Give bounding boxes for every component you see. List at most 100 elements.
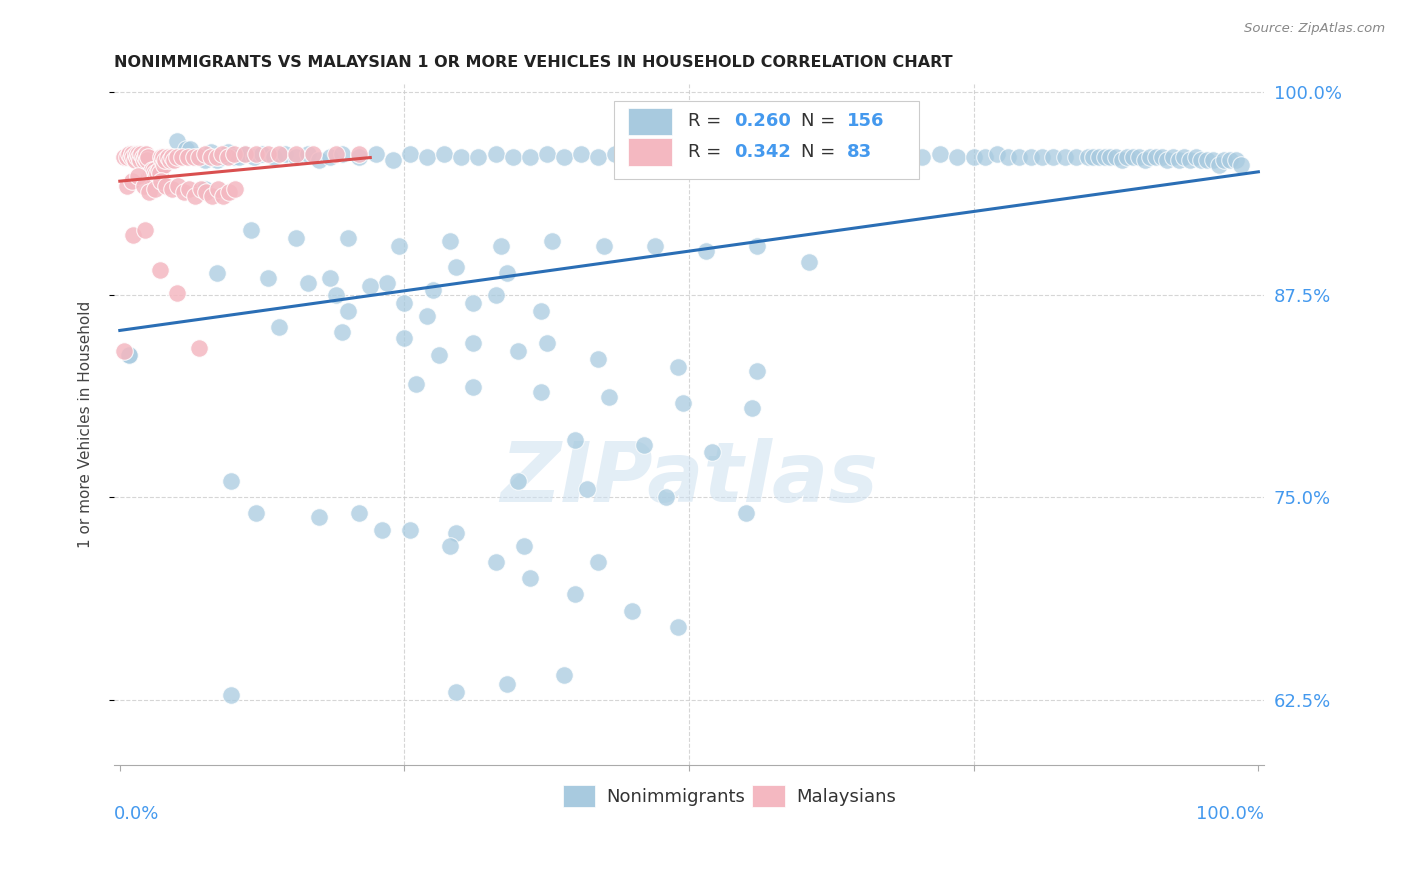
Point <box>347 507 370 521</box>
Text: 0.0%: 0.0% <box>114 805 159 823</box>
Point <box>138 186 160 200</box>
Point <box>211 150 233 164</box>
Point <box>163 153 186 167</box>
Point <box>586 150 609 164</box>
Point <box>422 283 444 297</box>
Point <box>689 146 711 161</box>
Point <box>747 239 769 253</box>
Point <box>269 320 291 334</box>
Bar <box>752 785 785 806</box>
Bar <box>562 785 595 806</box>
Point <box>118 347 141 361</box>
Y-axis label: 1 or more Vehicles in Household: 1 or more Vehicles in Household <box>79 301 93 548</box>
Point <box>184 188 207 202</box>
Point <box>825 150 848 164</box>
Point <box>553 668 575 682</box>
Point <box>155 153 177 167</box>
Point <box>700 444 723 458</box>
Point <box>638 146 661 161</box>
Point <box>489 239 512 253</box>
Point <box>364 146 387 161</box>
Text: 100.0%: 100.0% <box>1197 805 1264 823</box>
Point <box>1053 150 1076 164</box>
Point <box>1208 158 1230 172</box>
Point <box>1077 150 1099 164</box>
Point <box>1008 150 1031 164</box>
Point <box>603 146 626 161</box>
Point <box>166 134 188 148</box>
Point <box>695 244 717 258</box>
Point <box>243 150 266 164</box>
Point <box>142 169 165 184</box>
Point <box>127 146 149 161</box>
Point <box>644 239 666 253</box>
Point <box>792 150 814 164</box>
Text: 156: 156 <box>846 112 884 130</box>
Point <box>1161 150 1184 164</box>
Point <box>444 260 467 274</box>
Point <box>143 166 166 180</box>
Point <box>1019 150 1042 164</box>
Point <box>741 150 763 164</box>
Point <box>124 153 146 167</box>
Point <box>877 150 900 164</box>
Point <box>433 146 456 161</box>
Point <box>747 364 769 378</box>
Point <box>536 146 558 161</box>
Point <box>530 384 553 399</box>
Point <box>173 186 195 200</box>
Point <box>1116 150 1139 164</box>
Point <box>274 146 297 161</box>
Point <box>205 150 228 164</box>
Point <box>586 352 609 367</box>
Point <box>122 227 145 242</box>
Point <box>245 507 267 521</box>
Point <box>1230 158 1253 172</box>
Point <box>190 182 212 196</box>
Text: N =: N = <box>800 143 841 161</box>
Point <box>513 539 536 553</box>
Point <box>222 146 245 161</box>
Point <box>125 150 148 164</box>
Point <box>427 347 450 361</box>
Point <box>986 146 1008 161</box>
Point <box>302 146 325 161</box>
Point <box>211 146 233 161</box>
Point <box>138 169 160 184</box>
Point <box>536 336 558 351</box>
Point <box>1111 153 1133 167</box>
Point <box>997 150 1019 164</box>
Point <box>347 150 370 164</box>
Point <box>136 150 159 164</box>
Point <box>860 146 883 161</box>
Point <box>217 145 239 159</box>
Point <box>167 178 190 193</box>
Point <box>200 145 222 159</box>
Point <box>575 482 598 496</box>
Point <box>1088 150 1111 164</box>
Point <box>156 150 179 164</box>
Point <box>118 347 141 361</box>
Point <box>174 142 197 156</box>
Text: R =: R = <box>688 143 727 161</box>
Text: N =: N = <box>800 112 841 130</box>
Text: Source: ZipAtlas.com: Source: ZipAtlas.com <box>1244 22 1385 36</box>
Point <box>319 271 342 285</box>
Point <box>115 178 138 193</box>
Point <box>586 555 609 569</box>
Point <box>112 150 135 164</box>
Point <box>195 186 218 200</box>
Point <box>1031 150 1053 164</box>
Point <box>166 150 188 164</box>
Point <box>330 325 353 339</box>
Point <box>1213 153 1236 167</box>
Point <box>297 146 319 161</box>
Point <box>128 150 150 164</box>
Point <box>118 146 141 161</box>
Text: R =: R = <box>688 112 727 130</box>
Point <box>399 523 422 537</box>
Point <box>239 223 262 237</box>
Point <box>136 153 159 167</box>
Point <box>496 676 519 690</box>
Point <box>1042 150 1064 164</box>
